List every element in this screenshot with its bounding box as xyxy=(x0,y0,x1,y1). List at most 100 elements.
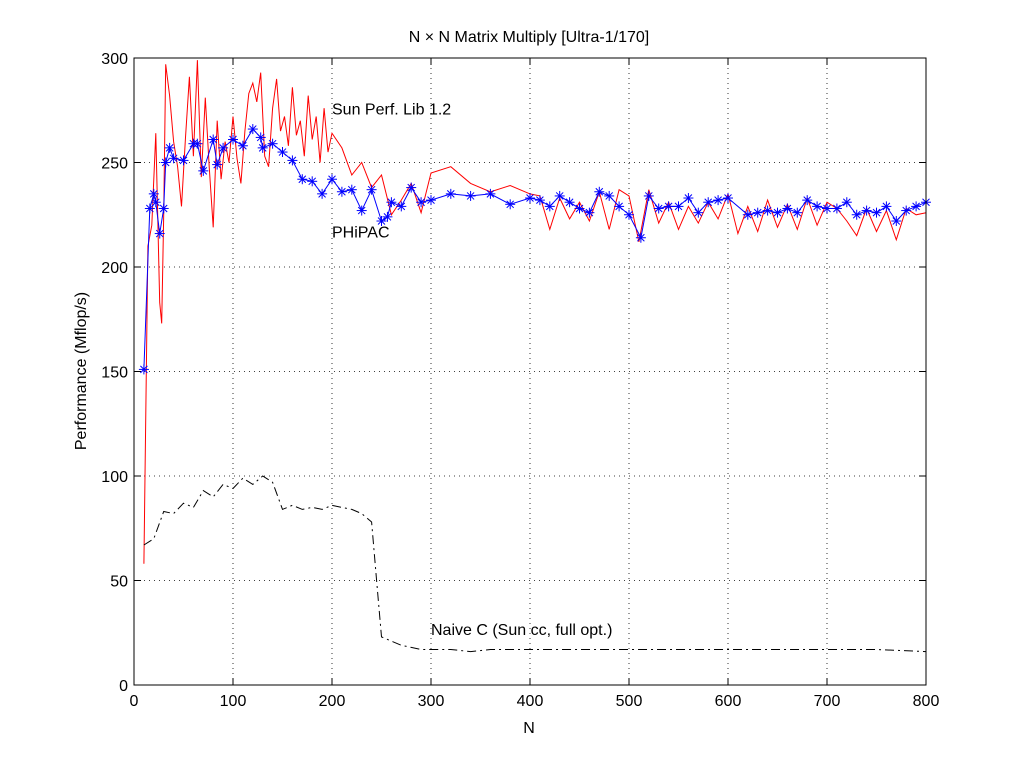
series-annotation-label: Sun Perf. Lib 1.2 xyxy=(332,101,451,118)
y-axis-label: Performance (Mflop/s) xyxy=(73,292,90,450)
data-point-marker xyxy=(150,197,161,208)
data-point-marker xyxy=(138,364,149,375)
data-point-marker xyxy=(614,201,625,212)
x-tick-label: 400 xyxy=(517,693,544,710)
data-point-marker xyxy=(782,203,793,214)
data-point-marker xyxy=(574,203,585,214)
series-annotation-label: PHiPAC xyxy=(332,225,390,242)
x-tick-label: 0 xyxy=(130,693,139,710)
data-point-marker xyxy=(228,134,238,145)
data-point-marker xyxy=(465,190,476,201)
data-point-marker xyxy=(772,207,783,218)
data-point-marker xyxy=(257,142,268,153)
data-point-marker xyxy=(247,124,258,135)
data-point-marker xyxy=(396,201,407,212)
y-tick-label: 0 xyxy=(119,678,128,695)
series-markers-1 xyxy=(138,124,931,375)
data-point-marker xyxy=(277,147,288,158)
data-point-marker xyxy=(693,207,704,218)
x-tick-label: 500 xyxy=(616,693,643,710)
data-point-marker xyxy=(307,176,318,187)
data-point-marker xyxy=(317,188,328,199)
x-tick-label: 700 xyxy=(814,693,841,710)
y-tick-label: 300 xyxy=(101,51,128,68)
tick-labels: 0 100 200 300 400 500 600 700 800 0 50 100 150 200 250… xyxy=(101,51,939,710)
data-point-marker xyxy=(534,195,545,206)
data-point-marker xyxy=(505,199,516,210)
data-point-marker xyxy=(861,205,872,216)
data-point-marker xyxy=(673,201,684,212)
data-point-marker xyxy=(624,209,634,220)
data-point-marker xyxy=(212,159,223,170)
y-tick-label: 100 xyxy=(101,469,128,486)
data-point-marker xyxy=(445,188,456,199)
data-point-marker xyxy=(218,142,229,153)
data-point-marker xyxy=(762,205,773,216)
data-point-marker xyxy=(148,188,159,199)
x-tick-label: 300 xyxy=(418,693,445,710)
data-point-marker xyxy=(742,209,753,220)
data-point-marker xyxy=(584,207,595,218)
data-point-marker xyxy=(841,197,852,208)
grid xyxy=(134,58,926,685)
data-point-marker xyxy=(713,195,724,206)
y-tick-label: 200 xyxy=(101,260,128,277)
data-point-marker xyxy=(683,193,694,204)
data-point-marker xyxy=(653,203,664,214)
data-point-marker xyxy=(485,188,496,199)
data-point-marker xyxy=(525,193,535,204)
data-point-marker xyxy=(287,155,298,166)
data-point-marker xyxy=(554,190,565,201)
data-point-marker xyxy=(703,197,714,208)
data-point-marker xyxy=(564,197,575,208)
data-point-marker xyxy=(255,132,266,143)
data-point-marker xyxy=(406,182,417,193)
data-point-marker xyxy=(144,203,155,214)
data-point-marker xyxy=(366,184,377,195)
series-line-0 xyxy=(143,60,927,564)
y-tick-label: 50 xyxy=(110,574,128,591)
data-point-marker xyxy=(663,201,674,212)
data-point-marker xyxy=(752,207,763,218)
x-tick-label: 200 xyxy=(319,693,346,710)
data-point-marker xyxy=(822,203,832,214)
series-line-2 xyxy=(143,475,927,653)
data-point-marker xyxy=(851,209,862,220)
data-point-marker xyxy=(831,203,842,214)
data-point-marker xyxy=(208,134,219,145)
x-axis-label: N xyxy=(523,720,535,737)
data-point-marker xyxy=(168,153,179,164)
x-tick-label: 100 xyxy=(220,693,247,710)
data-point-marker xyxy=(891,216,902,227)
data-point-marker xyxy=(426,195,436,206)
series-annotation-label: Naive C (Sun cc, full opt.) xyxy=(431,622,612,639)
data-point-marker xyxy=(192,138,203,149)
data-point-marker xyxy=(164,142,175,153)
data-point-marker xyxy=(154,228,165,239)
data-point-marker xyxy=(158,203,169,214)
data-point-marker xyxy=(297,174,308,185)
data-point-marker xyxy=(723,193,733,204)
y-tick-label: 150 xyxy=(101,365,128,382)
ticks xyxy=(133,57,927,686)
data-point-marker xyxy=(356,205,367,216)
x-tick-label: 600 xyxy=(715,693,742,710)
chart-title: N × N Matrix Multiply [Ultra-1/170] xyxy=(409,29,650,46)
data-point-marker xyxy=(604,190,615,201)
y-tick-label: 250 xyxy=(101,156,128,173)
data-point-marker xyxy=(812,201,823,212)
x-tick-label: 800 xyxy=(913,693,940,710)
data-point-marker xyxy=(643,190,654,201)
data-point-marker xyxy=(198,165,209,176)
data-point-marker xyxy=(792,207,803,218)
data-point-marker xyxy=(160,157,171,168)
data-point-marker xyxy=(901,205,912,216)
data-point-marker xyxy=(237,140,248,151)
data-point-marker xyxy=(911,201,922,212)
data-point-marker xyxy=(544,201,555,212)
data-point-marker xyxy=(881,201,892,212)
data-point-marker xyxy=(382,211,393,222)
data-point-marker xyxy=(376,216,387,227)
